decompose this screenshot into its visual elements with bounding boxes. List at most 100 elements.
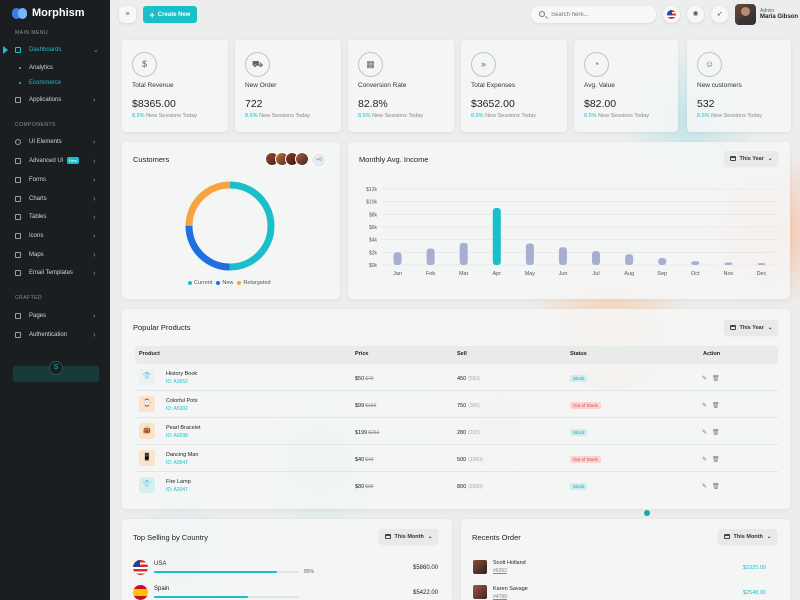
sidebar-item-authentication[interactable]: Authentication › [0,327,110,343]
order-id-link[interactable]: #6352 [493,568,507,574]
price-old: $99 [365,484,374,490]
trash-icon[interactable]: 🗑 [712,457,720,463]
y-tick-label: $10k [366,200,377,206]
bar-mar[interactable] [459,242,468,265]
sidebar-item-charts[interactable]: Charts › [0,191,110,207]
more-customers-badge[interactable]: +6 [311,152,327,168]
orders-filter-dropdown[interactable]: This Month ⌄ [718,529,777,544]
bar-jan[interactable] [393,252,402,265]
product-name[interactable]: Dancing Man [166,452,199,458]
stat-label: Total Expenses [471,82,516,89]
language-button[interactable] [663,6,680,23]
sell-count: 280 [457,430,467,436]
order-id-link[interactable]: #4789 [493,594,507,600]
brand-emblem-icon: S [49,361,63,375]
sidebar-item-applications[interactable]: Applications › [0,92,110,108]
bar-oct[interactable] [691,261,700,265]
legend-dot [237,280,242,285]
trash-icon[interactable]: 🗑 [712,376,720,382]
bar-nov[interactable] [724,262,733,265]
trash-icon[interactable]: 🗑 [712,430,720,436]
product-name[interactable]: Colorful Pots [166,398,198,404]
product-name[interactable]: Fire Lamp [166,479,191,485]
stat-label: Avg. Value [584,82,615,89]
product-name[interactable]: Pearl Bracelet [166,425,201,431]
sidebar-subitem-analytics[interactable]: Analytics [0,61,110,75]
bar-feb[interactable] [426,248,435,265]
trash-icon[interactable]: 🗑 [712,484,720,490]
user-name[interactable]: Maria Gibson [760,14,799,20]
y-tick-label: $2k [369,250,378,256]
legend-item: Retargeted [237,280,271,286]
product-id[interactable]: ID: A5002 [166,406,188,412]
products-filter-dropdown[interactable]: This Year ⌄ [724,320,778,335]
product-id[interactable]: ID: A3652 [166,379,188,385]
bar-sep[interactable] [658,258,667,265]
table-row[interactable]: 👕 Fire Lamp ID: A2047 $80$99 800 (2000) S… [135,472,778,499]
table-row[interactable]: 📱 Dancing Man ID: A9547 $40$49 500 (1000)… [135,445,778,472]
column-header-sell: Sell [457,351,467,357]
chevron-right-icon: › [93,269,96,277]
product-id[interactable]: ID: A9547 [166,460,188,466]
trophy-icon [15,233,21,239]
product-name[interactable]: History Book [166,371,198,377]
stat-value: 722 [245,98,263,110]
app-logo[interactable]: Morphism [12,7,85,19]
edit-icon[interactable]: ✎ [702,403,708,409]
sidebar-item-maps[interactable]: Maps › [0,247,110,263]
status-badge: Out of Stock [570,456,601,463]
calendar-icon [723,534,730,539]
sidebar-item-tables[interactable]: Tables › [0,209,110,225]
x-tick-label: Jan [393,271,402,277]
sell-sub: (1000) [468,457,483,463]
sidebar-item-icons[interactable]: Icons › [0,228,110,244]
bar-aug[interactable] [625,254,634,265]
section-components: COMPONENTS [15,122,56,128]
income-filter-dropdown[interactable]: This Year ⌄ [724,151,778,166]
user-avatar[interactable] [735,4,756,25]
product-id[interactable]: ID: A2047 [166,487,188,493]
country-filter-dropdown[interactable]: This Month ⌄ [379,529,438,544]
scroll-indicator[interactable] [644,510,650,516]
edit-icon[interactable]: ✎ [702,457,708,463]
sidebar-item-forms[interactable]: Forms › [0,172,110,188]
bar-dec[interactable] [757,263,766,265]
trash-icon[interactable]: 🗑 [712,403,720,409]
product-id[interactable]: ID: A6598 [166,433,188,439]
edit-icon[interactable]: ✎ [702,484,708,490]
chevron-down-icon: ⌄ [767,324,773,331]
x-tick-label: Feb [426,271,435,277]
sidebar-subitem-ecommerce[interactable]: Ecommerce [0,76,110,90]
stat-percent: 8.5% [245,113,258,119]
sidebar-item-ui-elements[interactable]: UI Elements › [0,134,110,150]
sidebar-item-advanced-ui[interactable]: Advanced UI New › [0,153,110,169]
search-bar[interactable] [531,6,656,23]
stat-value: 82.8% [358,98,388,110]
create-new-button[interactable]: + Create New [143,6,197,23]
search-input[interactable] [551,9,651,20]
menu-toggle-button[interactable]: ≡ [119,6,136,23]
country-percent: 85% [304,569,315,575]
bar-jun[interactable] [558,247,567,265]
chevron-right-icon: › [93,213,96,221]
table-row[interactable]: ⌚ Colorful Pots ID: A5002 $99$150 750 (30… [135,391,778,418]
sell-sub: (300) [468,403,480,409]
bar-apr[interactable] [492,208,501,265]
sidebar-item-email-templates[interactable]: Email Templates › [0,265,110,281]
sidebar-item-dashboards[interactable]: Dashboards ⌄ [0,42,110,58]
calendar-icon [729,325,736,330]
edit-icon[interactable]: ✎ [702,376,708,382]
customer-avatars[interactable] [265,152,309,166]
table-row[interactable]: 👕 History Book ID: A3652 $50$70 450 (550)… [135,364,778,391]
sidebar-item-pages[interactable]: Pages › [0,308,110,324]
bar-jul[interactable] [592,251,601,265]
table-row[interactable]: 👜 Pearl Bracelet ID: A6598 $199$250 280(… [135,418,778,445]
stat-card-total-expenses: » Total Expenses $3652.00 8.5% New Sessi… [461,40,567,132]
price-old: $150 [365,403,377,409]
country-amount: $5422.00 [413,590,439,596]
bar-may[interactable] [525,243,534,265]
notifications-button[interactable]: ➶ [711,6,728,23]
edit-icon[interactable]: ✎ [702,430,708,436]
theme-toggle-button[interactable]: ✺ [687,6,704,23]
chevron-down-icon: ⌄ [766,533,772,540]
